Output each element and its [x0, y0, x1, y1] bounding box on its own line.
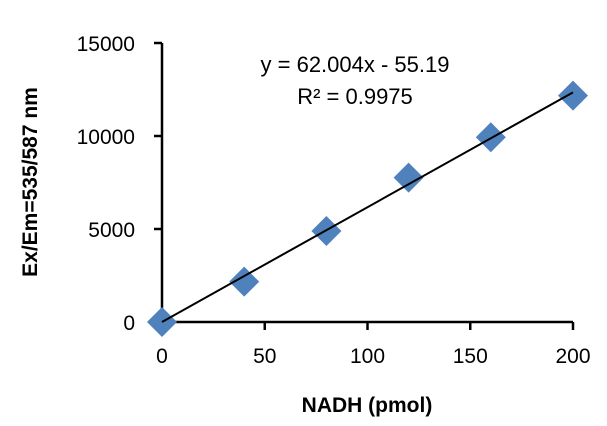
r-squared-annotation: R² = 0.9975 — [297, 84, 413, 109]
x-axis-label: NADH (pmol) — [302, 394, 433, 417]
data-point-marker — [558, 80, 588, 111]
x-tick-labels: 0 50 100 150 200 — [156, 345, 590, 368]
data-points — [147, 80, 588, 337]
y-axis-label: Ex/Em=535/587 nm — [19, 87, 42, 277]
equation-annotation: y = 62.004x - 55.19 — [261, 52, 450, 77]
x-tick-label: 200 — [555, 345, 590, 368]
y-tick-label: 15000 — [77, 33, 135, 56]
x-tick-label: 100 — [350, 345, 385, 368]
data-point-marker — [229, 266, 260, 297]
y-tick-label: 5000 — [88, 219, 135, 242]
axes — [154, 41, 575, 330]
data-point-marker — [393, 162, 424, 193]
trendline — [161, 91, 574, 323]
y-tick-label: 10000 — [77, 126, 135, 149]
y-tick-labels: 0 5000 10000 15000 — [77, 33, 135, 335]
y-tick-label: 0 — [123, 312, 135, 335]
x-tick-label: 0 — [156, 345, 168, 368]
x-tick-label: 50 — [253, 345, 276, 368]
x-tick-label: 150 — [453, 345, 488, 368]
